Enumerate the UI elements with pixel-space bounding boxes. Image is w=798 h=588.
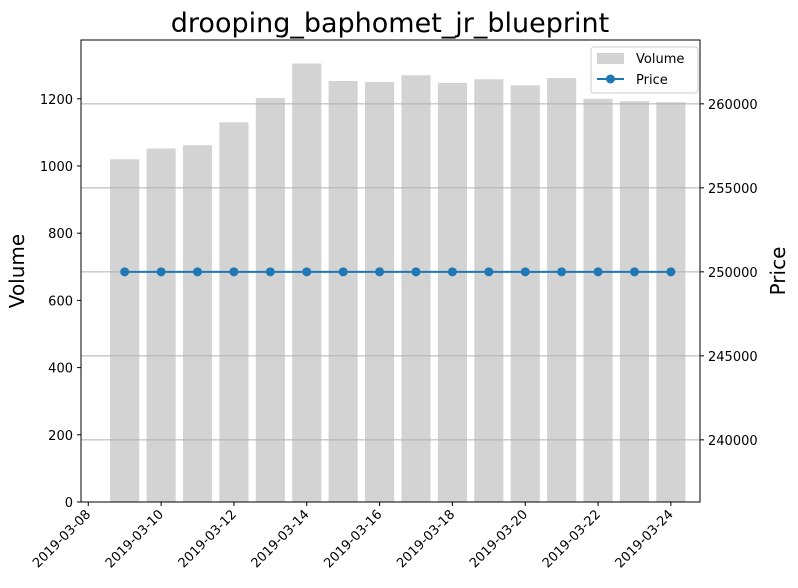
x-tick-label: 2019-03-12 (176, 507, 240, 571)
y2-axis-label: Price (766, 247, 790, 296)
volume-bar (328, 80, 358, 502)
price-marker (520, 267, 530, 277)
y-tick-label: 400 (48, 362, 73, 377)
volume-bar (146, 148, 176, 502)
price-marker (375, 267, 385, 277)
price-marker (557, 267, 567, 277)
y2-tick-label: 245000 (708, 350, 758, 365)
y-axis-label: Volume (5, 234, 29, 308)
volume-bar (474, 79, 504, 502)
x-tick-label: 2019-03-14 (249, 507, 313, 571)
volume-bar (619, 101, 650, 502)
legend-volume-label: Volume (636, 52, 684, 67)
price-marker (193, 267, 203, 277)
volume-bar (182, 145, 213, 502)
price-marker (338, 267, 348, 277)
y2-tick-label: 260000 (708, 98, 758, 113)
x-tick-label: 2019-03-08 (30, 507, 94, 571)
volume-bars (110, 63, 686, 503)
x-tick-label: 2019-03-24 (613, 507, 677, 571)
x-tick-label: 2019-03-18 (394, 507, 458, 571)
volume-bar (292, 63, 322, 503)
x-tick-label: 2019-03-20 (467, 507, 531, 571)
price-marker (484, 267, 494, 277)
price-marker (229, 267, 239, 277)
plot-frame (80, 39, 701, 503)
volume-bar (401, 75, 431, 502)
x-tick-label: 2019-03-16 (321, 507, 385, 571)
legend: Volume Price (590, 46, 699, 94)
price-marker (629, 267, 639, 277)
price-marker (265, 267, 275, 277)
volume-bar (656, 102, 686, 502)
y-tick-label: 800 (48, 227, 73, 242)
volume-bar (255, 98, 285, 503)
x-tick-label: 2019-03-22 (540, 507, 604, 571)
y-tick-label: 1200 (40, 93, 73, 108)
price-marker (302, 267, 312, 277)
volume-bar (510, 85, 540, 503)
y-tick-label: 0 (65, 496, 73, 511)
price-line (120, 267, 676, 277)
legend-price-marker (606, 74, 615, 84)
x-tick-label: 2019-03-10 (103, 507, 167, 571)
legend-price-label: Price (636, 73, 668, 88)
price-marker (447, 267, 457, 277)
price-marker (411, 267, 421, 277)
price-marker (593, 267, 603, 277)
y-tick-label: 600 (48, 294, 73, 309)
price-marker (666, 267, 676, 277)
price-marker (120, 267, 130, 277)
y-tick-label: 200 (48, 429, 73, 444)
y-tick-label: 1000 (40, 160, 73, 175)
volume-bar (110, 159, 140, 502)
y2-tick-label: 255000 (708, 182, 758, 197)
volume-bar (583, 98, 613, 503)
chart-title: drooping_baphomet_jr_blueprint (171, 8, 609, 39)
volume-bar (365, 82, 395, 502)
legend-volume-swatch (597, 53, 624, 64)
y2-tick-label: 240000 (708, 434, 758, 449)
volume-bar (219, 122, 249, 502)
y2-tick-label: 250000 (708, 266, 758, 281)
volume-bar (547, 77, 577, 502)
axes (77, 39, 704, 506)
volume-bar (437, 83, 467, 503)
price-marker (156, 267, 166, 277)
